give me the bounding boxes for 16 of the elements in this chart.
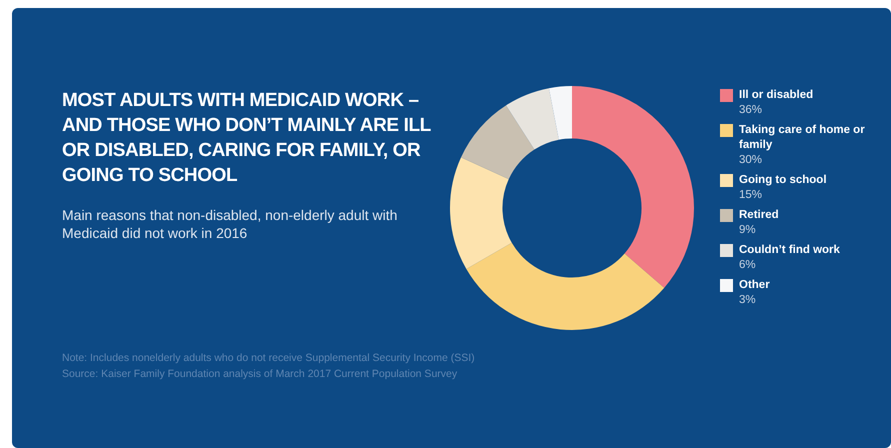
text: Note: Includes nonelderly adults who do not receive Supplemental Security Income (SSI) (62, 351, 475, 366)
legend-label: Ill or disabled (739, 88, 814, 103)
text: MOST ADULTS WITH MEDICAID WORK – AND THOSE WHO DON’T MAINLY ARE ILL OR DISABLED, CARING FOR FAMILY, OR GOING TO SCHOOL (62, 89, 432, 188)
data-label: 6% (739, 258, 757, 273)
source-note: Source: Kaiser Family Foundation analysis of March 2017 Current Population Survey (62, 367, 458, 382)
legend-label: Taking care of home or family (739, 123, 866, 153)
legend-label: Retired (739, 208, 780, 223)
legend-label: Going to school (739, 173, 828, 188)
text: Main reasons that non-disabled, non-elderly adult with Medicaid did not work in 2016 (62, 206, 398, 242)
data-label: 30% (739, 153, 764, 168)
legend-label: Other (739, 278, 771, 293)
legend-label: Couldn’t find work (739, 243, 841, 258)
data-label: 15% (739, 188, 764, 203)
data-label: 36% (739, 103, 764, 118)
data-label: 9% (739, 223, 757, 238)
data-label: 3% (739, 293, 757, 308)
